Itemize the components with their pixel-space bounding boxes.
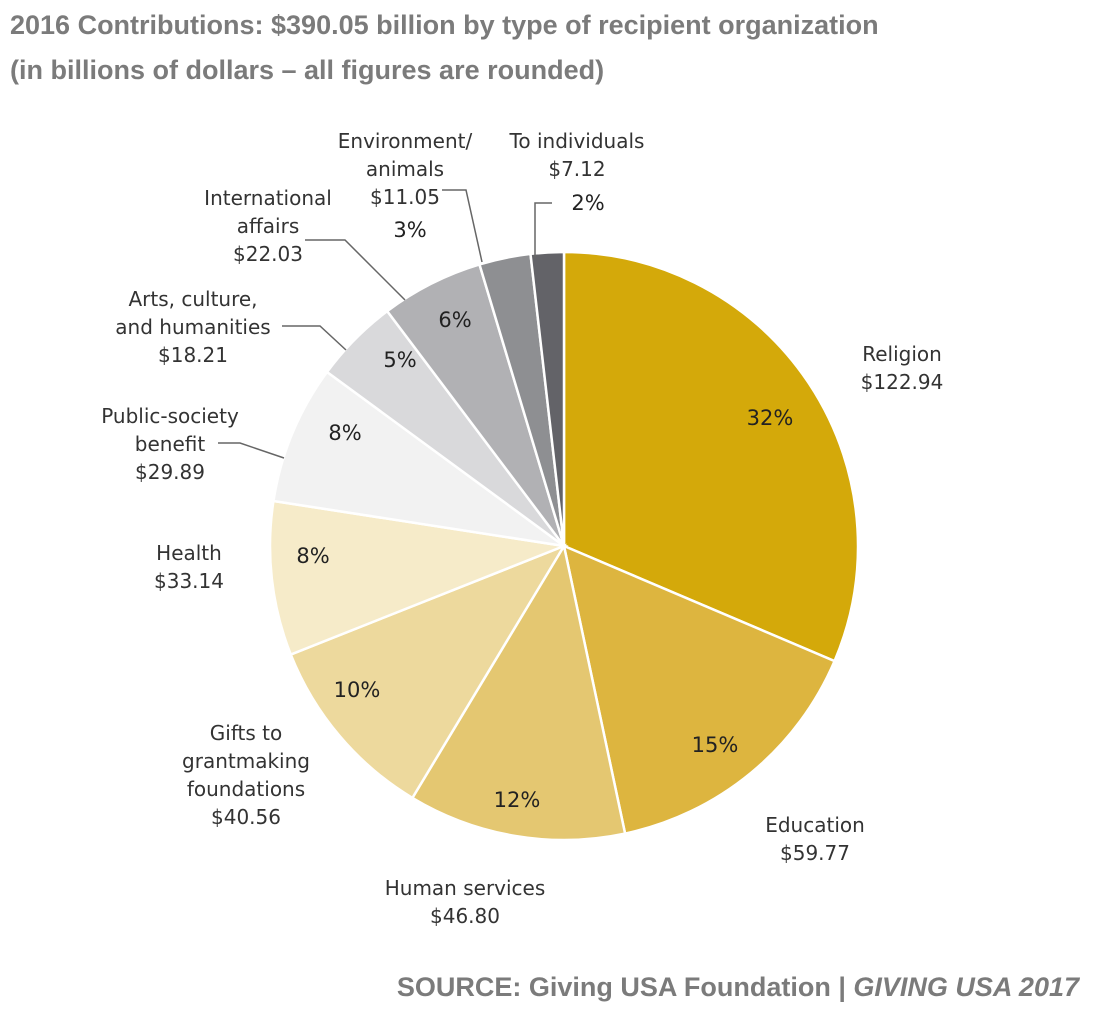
- category-value: $33.14: [154, 569, 224, 593]
- leader-line-public: [218, 442, 285, 459]
- slice-public-society-benefit: [272, 370, 565, 548]
- category-label-environment-animals: Environment/animals $11.05: [338, 127, 472, 211]
- category-label-to-individuals: To individuals $7.12: [510, 127, 645, 183]
- category-name: Public-society: [101, 404, 239, 428]
- slice-religion: [562, 250, 860, 663]
- slice-to-individuals: [529, 250, 566, 547]
- category-label-international-affairs: International affairs $22.03: [204, 184, 332, 268]
- slice-human-services: [410, 542, 627, 842]
- slice-health: [268, 499, 569, 657]
- category-name: Health: [156, 541, 222, 565]
- category-value: $11.05: [370, 185, 440, 209]
- pct-label-international-affairs: 6%: [438, 308, 472, 332]
- leader-line-international: [305, 239, 406, 301]
- category-name: To individuals: [509, 129, 645, 153]
- category-value: $22.03: [233, 242, 303, 266]
- category-value: $18.21: [158, 343, 228, 367]
- source-note: SOURCE: Giving USA Foundation | GIVING U…: [397, 972, 1079, 1003]
- category-label-education: Education $59.77: [765, 811, 865, 867]
- category-name: Environment/: [337, 129, 473, 153]
- category-name: foundations: [186, 777, 306, 801]
- leader-lines: [218, 189, 552, 459]
- category-value: $46.80: [430, 904, 500, 928]
- category-name: Religion: [862, 342, 942, 366]
- source-prefix: SOURCE: Giving USA Foundation |: [396, 972, 854, 1002]
- chart-title: 2016 Contributions: $390.05 billion by t…: [10, 10, 879, 40]
- source-publication: GIVING USA 2017: [853, 972, 1079, 1002]
- pct-label-to-individuals: 2%: [571, 191, 605, 215]
- category-value: $7.12: [548, 157, 606, 181]
- category-label-religion: Religion $122.94: [861, 340, 944, 396]
- pct-label-arts-culture-and-humanities: 5%: [383, 348, 417, 372]
- category-label-public-society-benefit: Public-society benefit $29.89: [101, 402, 239, 486]
- chart-subtitle: (in billions of dollars – all figures ar…: [10, 55, 605, 85]
- pct-label-education: 15%: [691, 733, 739, 757]
- category-name: animals: [365, 157, 445, 181]
- pct-label-health: 8%: [296, 544, 330, 568]
- category-value: $40.56: [211, 805, 281, 829]
- category-name: Human services: [384, 876, 546, 900]
- category-name: and humanities: [115, 315, 271, 339]
- pct-label-public-society-benefit: 8%: [328, 421, 362, 445]
- pct-label-religion: 32%: [746, 406, 794, 430]
- category-label-gifts-to-grantmaking-foundations: Gifts to grantmaking foundations $40.56: [182, 719, 310, 831]
- category-label-health: Health $33.14: [154, 539, 224, 595]
- category-name: International: [204, 186, 332, 210]
- leader-line-arts: [282, 325, 347, 351]
- category-value: $29.89: [135, 460, 205, 484]
- category-name: grantmaking: [182, 749, 310, 773]
- pct-label-human-services: 12%: [493, 788, 541, 812]
- category-label-arts-culture-and-humanities: Arts, culture, and humanities $18.21: [115, 285, 270, 369]
- slice-gifts-to-grantmaking-foundations: [289, 543, 567, 800]
- pct-label-gifts-to-grantmaking-foundations: 10%: [333, 678, 381, 702]
- leader-line-environment: [442, 189, 483, 263]
- pct-label-environment-animals: 3%: [393, 218, 427, 242]
- category-name: Education: [765, 813, 865, 837]
- leader-line-individuals: [534, 202, 552, 258]
- slice-education: [562, 543, 837, 836]
- category-name: Arts, culture,: [128, 287, 258, 311]
- category-name: Gifts to: [209, 721, 283, 745]
- category-value: $59.77: [780, 841, 850, 865]
- category-label-human-services: Human services $46.80: [385, 874, 546, 930]
- category-name: affairs: [236, 214, 300, 238]
- category-name: benefit: [134, 432, 206, 456]
- category-value: $122.94: [860, 370, 944, 394]
